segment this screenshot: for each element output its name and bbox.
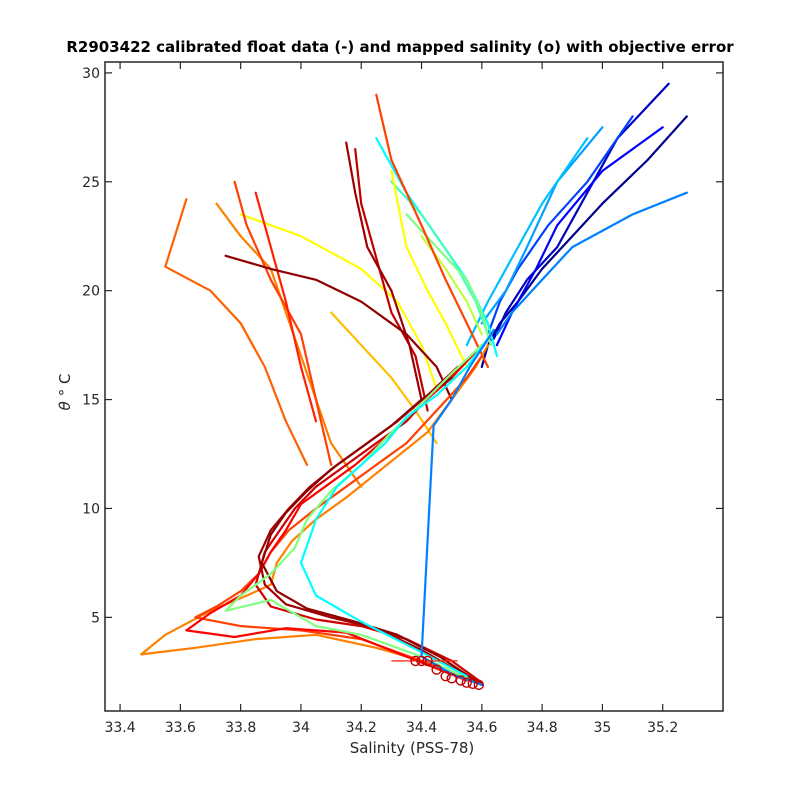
mapped-salinity-point-6 [455, 675, 466, 686]
x-axis-label: Salinity (PSS-78) [350, 739, 475, 757]
x-tick-label: 34.4 [406, 720, 437, 736]
y-tick-label: 5 [91, 610, 100, 626]
x-tick-label: 34.2 [346, 720, 377, 736]
mapped-salinity-point-8 [467, 678, 478, 689]
series-line-11 [390, 169, 468, 368]
y-tick-label: 10 [82, 501, 100, 517]
axes: 33.4 33.6 33.8 34 34.2 34.4 34.6 34.8 35 35.2 5 10 1… [82, 61, 724, 736]
series-line-19 [354, 148, 429, 412]
series-line-29 [299, 337, 489, 678]
mapped-salinity-point-9 [473, 679, 485, 691]
series-line-22 [140, 344, 489, 687]
series-line-25 [254, 359, 483, 684]
series-group [140, 82, 688, 691]
chart-title: R2903422 calibrated float data (-) and m… [66, 38, 734, 56]
series-line-14 [215, 202, 363, 488]
y-axis-label: θ ° C [56, 374, 74, 411]
series-line-16 [233, 180, 333, 466]
series-line-18 [254, 191, 318, 423]
series-line-3 [486, 115, 634, 336]
series-line-15 [164, 198, 309, 466]
y-tick-label: 20 [82, 284, 100, 300]
series-line-10 [420, 235, 483, 336]
mapped-salinity-point-4 [440, 670, 451, 682]
plot-area [140, 82, 688, 691]
series-line-24 [185, 350, 477, 682]
y-tick-label: 30 [82, 66, 100, 82]
x-tick-label: 35.2 [647, 720, 678, 736]
y-axis-symbol: θ [56, 401, 74, 410]
series-line-2 [495, 126, 664, 347]
x-tick-label: 33.4 [104, 720, 135, 736]
series-line-30 [420, 328, 495, 687]
axes-box [104, 61, 724, 712]
mapped-salinity-point-3 [431, 664, 442, 675]
mapped-salinity-point-0 [410, 655, 421, 667]
series-line-23 [194, 354, 483, 684]
series-line-4 [495, 191, 688, 336]
mapped-salinity-point-2 [422, 655, 433, 667]
x-tick-label: 34.6 [466, 720, 497, 736]
series-line-5 [480, 126, 604, 325]
series-line-21 [224, 254, 453, 401]
mapped-salinity-point-7 [461, 677, 472, 688]
y-tick-label: 25 [82, 175, 100, 191]
x-tick-label: 34 [292, 720, 310, 736]
mapped-salinity-point-1 [416, 655, 427, 667]
x-tick-label: 34.8 [527, 720, 558, 736]
series-line-13 [330, 311, 438, 445]
series-line-17 [375, 93, 489, 368]
y-tick-label: 15 [82, 393, 100, 409]
x-tick-label: 35 [594, 720, 612, 736]
y-axis-unit: ° C [56, 374, 74, 397]
series-line-20 [345, 141, 423, 401]
series-line-6 [465, 137, 589, 347]
series-line-27 [260, 376, 483, 687]
x-tick-label: 33.6 [165, 720, 196, 736]
x-tick-label: 33.8 [225, 720, 256, 736]
